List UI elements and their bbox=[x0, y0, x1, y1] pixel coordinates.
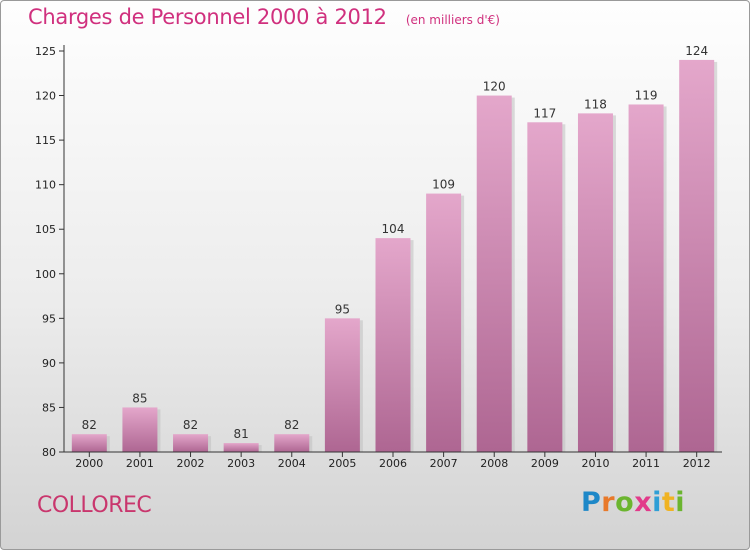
value-label-2008: 120 bbox=[483, 80, 506, 94]
x-tick-label-2001: 2001 bbox=[126, 457, 154, 470]
bar-2005 bbox=[324, 318, 360, 452]
y-tick-label-90: 90 bbox=[42, 357, 56, 370]
logo-letter: P bbox=[581, 487, 602, 518]
value-label-2005: 95 bbox=[335, 302, 350, 316]
x-tick-label-2007: 2007 bbox=[430, 457, 458, 470]
x-axis: 2000 2001 2002 2003 2004 2005 2006 2007 2008 2009… bbox=[64, 451, 722, 470]
value-label-2000: 82 bbox=[82, 418, 97, 432]
bar-2009 bbox=[527, 122, 563, 453]
y-tick-label-115: 115 bbox=[35, 134, 56, 147]
value-label-2006: 104 bbox=[382, 222, 405, 236]
x-tick-label-2000: 2000 bbox=[75, 457, 103, 470]
chart-subtitle: (en milliers d'€) bbox=[405, 13, 500, 27]
bar-2011 bbox=[628, 104, 664, 452]
logo-letter: o bbox=[615, 487, 635, 518]
logo-letter: i bbox=[675, 487, 686, 518]
y-tick-label-100: 100 bbox=[35, 268, 56, 281]
value-label-2003: 81 bbox=[234, 427, 249, 441]
bar-2006 bbox=[375, 238, 411, 452]
x-tick-label-2011: 2011 bbox=[632, 457, 660, 470]
bar-2001 bbox=[122, 407, 158, 452]
title-row: Charges de Personnel 2000 à 2012 (en mil… bbox=[28, 5, 500, 29]
proxiti-logo: Proxiti bbox=[581, 487, 685, 518]
y-tick-label-105: 105 bbox=[35, 223, 56, 236]
x-tick-label-2005: 2005 bbox=[328, 457, 356, 470]
logo-letter: x bbox=[634, 487, 653, 518]
bar-2002 bbox=[173, 434, 209, 452]
bar-2007 bbox=[426, 193, 462, 453]
y-tick-label-120: 120 bbox=[35, 90, 56, 103]
x-tick-label-2002: 2002 bbox=[177, 457, 205, 470]
x-tick-label-2004: 2004 bbox=[278, 457, 306, 470]
logo-letter: r bbox=[601, 487, 616, 518]
x-tick-label-2012: 2012 bbox=[683, 457, 711, 470]
y-tick-label-80: 80 bbox=[42, 446, 56, 459]
commune-name: COLLOREC bbox=[37, 493, 152, 518]
x-tick-label-2009: 2009 bbox=[531, 457, 559, 470]
x-tick-label-2010: 2010 bbox=[581, 457, 609, 470]
value-label-2001: 85 bbox=[132, 391, 147, 405]
value-label-2002: 82 bbox=[183, 418, 198, 432]
y-tick-label-95: 95 bbox=[42, 312, 56, 325]
y-axis: 80 85 90 95 100 105 110 115 120 125 bbox=[35, 45, 65, 459]
value-label-2009: 117 bbox=[533, 106, 556, 120]
x-tick-label-2003: 2003 bbox=[227, 457, 255, 470]
y-tick-label-85: 85 bbox=[42, 401, 56, 414]
y-tick-label-125: 125 bbox=[35, 45, 56, 58]
bar-2012 bbox=[679, 59, 715, 453]
bar-2000 bbox=[71, 434, 107, 452]
bar-2004 bbox=[274, 434, 310, 452]
x-tick-label-2006: 2006 bbox=[379, 457, 407, 470]
y-tick-label-110: 110 bbox=[35, 179, 56, 192]
chart-title: Charges de Personnel 2000 à 2012 bbox=[28, 5, 387, 29]
value-label-2012: 124 bbox=[685, 44, 708, 58]
value-label-2004: 82 bbox=[284, 418, 299, 432]
value-labels: 82 85 82 81 82 95 104 109 120 117 118 119 124 bbox=[82, 44, 708, 441]
bar-2003 bbox=[223, 443, 259, 452]
bars bbox=[71, 59, 715, 453]
value-label-2010: 118 bbox=[584, 97, 607, 111]
value-label-2011: 119 bbox=[635, 88, 658, 102]
value-label-2007: 109 bbox=[432, 178, 455, 192]
logo-letter: i bbox=[652, 487, 662, 518]
x-tick-label-2008: 2008 bbox=[480, 457, 508, 470]
bar-2008 bbox=[476, 95, 512, 453]
logo-letter: t bbox=[661, 487, 676, 518]
bar-2010 bbox=[577, 113, 613, 452]
